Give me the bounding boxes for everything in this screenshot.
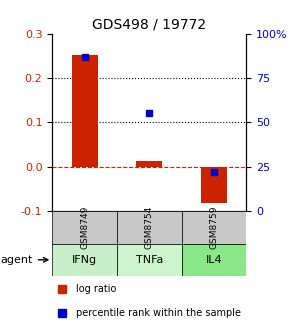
Text: GSM8749: GSM8749 <box>80 206 89 249</box>
Bar <box>72 55 97 167</box>
FancyBboxPatch shape <box>117 244 182 276</box>
Text: GSM8759: GSM8759 <box>210 206 219 249</box>
Text: agent: agent <box>0 255 48 265</box>
Text: IL4: IL4 <box>206 255 222 265</box>
FancyBboxPatch shape <box>52 244 117 276</box>
Title: GDS498 / 19772: GDS498 / 19772 <box>92 17 206 31</box>
FancyBboxPatch shape <box>182 244 246 276</box>
Text: GSM8754: GSM8754 <box>145 206 154 249</box>
Bar <box>136 161 162 167</box>
Text: log ratio: log ratio <box>75 284 116 294</box>
Text: IFNg: IFNg <box>72 255 97 265</box>
Text: percentile rank within the sample: percentile rank within the sample <box>75 308 240 318</box>
Bar <box>201 167 227 203</box>
Text: TNFa: TNFa <box>136 255 163 265</box>
FancyBboxPatch shape <box>52 211 117 244</box>
FancyBboxPatch shape <box>117 211 182 244</box>
FancyBboxPatch shape <box>182 211 246 244</box>
